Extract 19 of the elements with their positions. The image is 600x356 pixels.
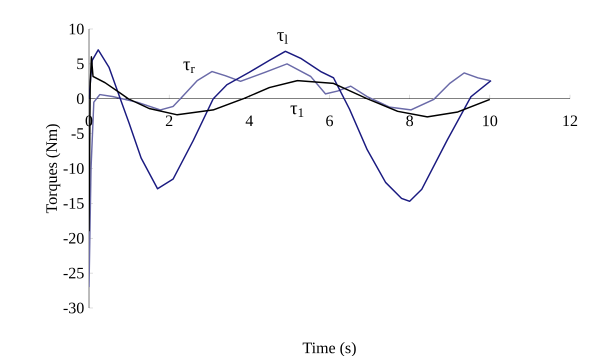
y-tick-label: 0 — [76, 93, 84, 104]
y-tick-label: -5 — [72, 128, 84, 139]
x-tick-label: 12 — [563, 115, 578, 126]
x-tick-label: 4 — [246, 115, 254, 126]
y-tick-label: 5 — [77, 58, 84, 70]
y-tick-label: -30 — [64, 302, 84, 314]
y-tick-label: -25 — [64, 268, 84, 278]
x-tick-label: 2 — [166, 115, 172, 126]
series-label: τ$_{1}$ — [290, 106, 304, 117]
series-label: τ$_{r}$ — [183, 62, 195, 73]
x-tick-label: 6 — [326, 115, 334, 126]
x-tick-label: 10 — [483, 115, 498, 126]
x-tick-label: 8 — [406, 115, 414, 126]
y-tick-label: -10 — [64, 163, 84, 174]
y-axis-title: Torques (Nm) — [46, 124, 60, 214]
y-tick-label: -15 — [64, 198, 84, 209]
series-label: τ$_{l}$ — [277, 32, 288, 44]
y-tick-label: -20 — [64, 232, 84, 244]
y-tick-label: 10 — [70, 24, 84, 34]
